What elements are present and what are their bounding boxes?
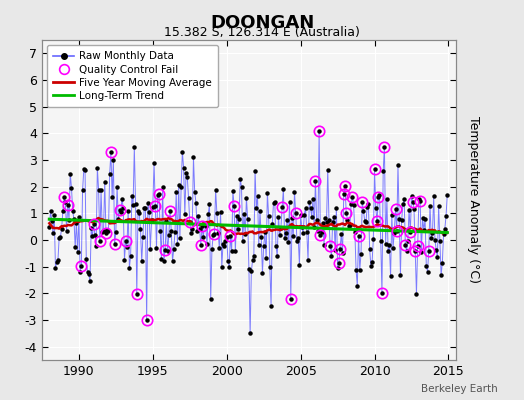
- Text: DOONGAN: DOONGAN: [210, 14, 314, 32]
- Text: Berkeley Earth: Berkeley Earth: [421, 384, 498, 394]
- Text: 15.382 S, 126.314 E (Australia): 15.382 S, 126.314 E (Australia): [164, 26, 360, 39]
- Legend: Raw Monthly Data, Quality Control Fail, Five Year Moving Average, Long-Term Tren: Raw Monthly Data, Quality Control Fail, …: [47, 45, 219, 107]
- Y-axis label: Temperature Anomaly (°C): Temperature Anomaly (°C): [467, 116, 480, 284]
